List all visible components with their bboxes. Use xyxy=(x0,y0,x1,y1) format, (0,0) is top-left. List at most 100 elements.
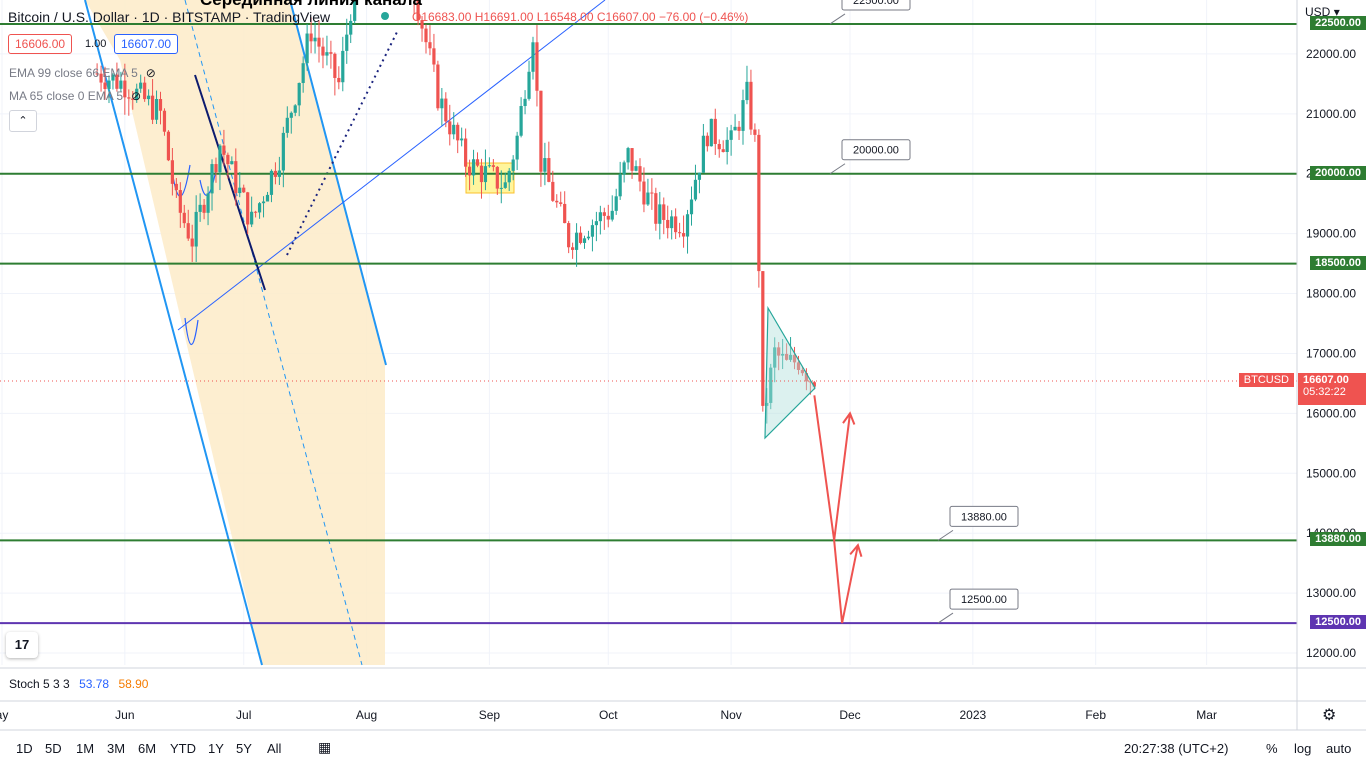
sell-button[interactable]: 16606.00 xyxy=(8,34,73,54)
curve-arc-3 xyxy=(184,317,199,345)
clock: 20:27:38 (UTC+2) xyxy=(1124,741,1229,756)
settings-gear-icon[interactable]: ⚙ xyxy=(1322,707,1337,724)
candle-body xyxy=(349,20,353,35)
candle-body xyxy=(578,232,583,243)
ma-label: MA 65 close 0 EMA 5 xyxy=(9,89,124,103)
range-button-1m[interactable]: 1M xyxy=(76,741,95,756)
candle-body xyxy=(210,164,214,194)
candle-body xyxy=(190,238,194,247)
candle-body xyxy=(432,48,436,65)
candle-body xyxy=(622,162,626,175)
candle-body xyxy=(143,82,147,100)
time-tick-label: Mar xyxy=(1196,708,1217,722)
range-button-all[interactable]: All xyxy=(267,741,282,756)
price-tick-label: 21000.00 xyxy=(1306,107,1356,121)
projection-path xyxy=(813,395,851,541)
auto-toggle[interactable]: auto xyxy=(1326,741,1352,756)
candle-body xyxy=(630,148,634,171)
candle-body xyxy=(674,216,678,233)
callout-pointer xyxy=(829,163,846,175)
level-callout[interactable] xyxy=(949,588,1019,610)
level-badge: 22500.00 xyxy=(1310,15,1366,30)
candle-body xyxy=(341,50,345,83)
time-tick-label: Nov xyxy=(720,708,741,722)
range-button-1y[interactable]: 1Y xyxy=(208,741,224,756)
candle-body xyxy=(523,98,527,107)
log-toggle[interactable]: log xyxy=(1294,741,1312,756)
candle-body xyxy=(788,354,793,360)
candle-body xyxy=(713,118,717,144)
candle-body xyxy=(725,139,729,152)
collapse-legend-button[interactable]: ⌃ xyxy=(9,110,37,132)
symbol-title[interactable]: Bitcoin / U.S. Dollar · 1D · BITSTAMP · … xyxy=(8,9,331,25)
level-lines[interactable]: 22500.00 20000.00 13880.00 12500.00 xyxy=(0,0,1297,625)
stoch-d: 58.90 xyxy=(118,677,149,691)
candle-body xyxy=(337,77,341,83)
stoch-label: Stoch 5 3 3 xyxy=(9,677,70,691)
candle-body xyxy=(606,215,610,220)
candle-body xyxy=(495,166,499,189)
candle-body xyxy=(812,382,816,387)
time-tick-label: 2023 xyxy=(959,708,986,722)
candle-body xyxy=(293,105,297,113)
candle-body xyxy=(261,201,266,204)
stoch-legend[interactable]: Stoch 5 3 3 53.78 58.90 xyxy=(9,677,148,691)
candle-body xyxy=(139,82,143,89)
candle-body xyxy=(618,174,622,197)
eye-off-icon[interactable]: ⊘ xyxy=(131,89,142,103)
candle-body xyxy=(519,106,523,136)
callout-pointer xyxy=(937,529,954,541)
candle-body xyxy=(792,354,797,363)
candle-body xyxy=(503,182,507,188)
candle-body xyxy=(586,236,591,239)
candle-body xyxy=(602,212,606,216)
candle-body xyxy=(733,126,737,131)
candle-body xyxy=(721,149,725,152)
level-callout[interactable] xyxy=(949,505,1019,527)
range-button-1d[interactable]: 1D xyxy=(16,741,33,756)
eye-off-icon[interactable]: ⊘ xyxy=(145,66,156,80)
tradingview-logo[interactable]: 17 xyxy=(6,632,38,658)
range-button-5d[interactable]: 5D xyxy=(45,741,62,756)
candle-body xyxy=(257,203,262,213)
currency-selector[interactable]: USD ▾ xyxy=(1305,5,1340,19)
candle-body xyxy=(99,73,103,83)
candle-body xyxy=(507,170,511,183)
spread-value: 1.00 xyxy=(85,38,107,50)
level-badge: 20000.00 xyxy=(1310,165,1366,180)
candle-body xyxy=(479,165,484,183)
time-tick-label: Aug xyxy=(356,708,377,722)
ma-indicator-legend[interactable]: MA 65 close 0 EMA 5 ⊘ xyxy=(9,89,141,103)
price-axis-ticks: 22000.0021000.0020000.0019000.0018000.00… xyxy=(1306,47,1356,660)
price-tick-label: 16000.00 xyxy=(1306,406,1356,420)
level-callout-label: 12500.00 xyxy=(961,594,1007,606)
time-tick-label: ay xyxy=(0,708,8,722)
candle-body xyxy=(681,233,686,237)
range-button-5y[interactable]: 5Y xyxy=(236,741,252,756)
candle-body xyxy=(483,166,488,183)
level-callout-label: 20000.00 xyxy=(853,145,899,157)
range-button-6m[interactable]: 6M xyxy=(138,741,157,756)
level-callout[interactable] xyxy=(841,0,911,11)
candle-body xyxy=(642,181,646,205)
ohlc-open: O16683.00 xyxy=(412,10,472,24)
ema-indicator-legend[interactable]: EMA 99 close 66 EMA 5 ⊘ xyxy=(9,66,156,80)
candle-body xyxy=(166,131,171,161)
candle-body xyxy=(515,135,519,160)
candle-body xyxy=(773,347,777,368)
candle-body xyxy=(202,204,206,213)
goto-date-icon[interactable]: ▦ xyxy=(318,739,332,755)
candle-body xyxy=(448,121,452,135)
candle-body xyxy=(511,159,515,171)
candle-body xyxy=(325,52,329,56)
channel-fill xyxy=(85,0,385,665)
candle-body xyxy=(436,64,440,109)
buy-button[interactable]: 16607.00 xyxy=(114,34,179,54)
level-callout[interactable] xyxy=(841,139,911,161)
candle-body xyxy=(127,97,131,99)
percent-toggle[interactable]: % xyxy=(1266,741,1278,756)
range-button-3m[interactable]: 3M xyxy=(107,741,126,756)
range-button-ytd[interactable]: YTD xyxy=(170,741,196,756)
candle-body xyxy=(269,170,274,195)
